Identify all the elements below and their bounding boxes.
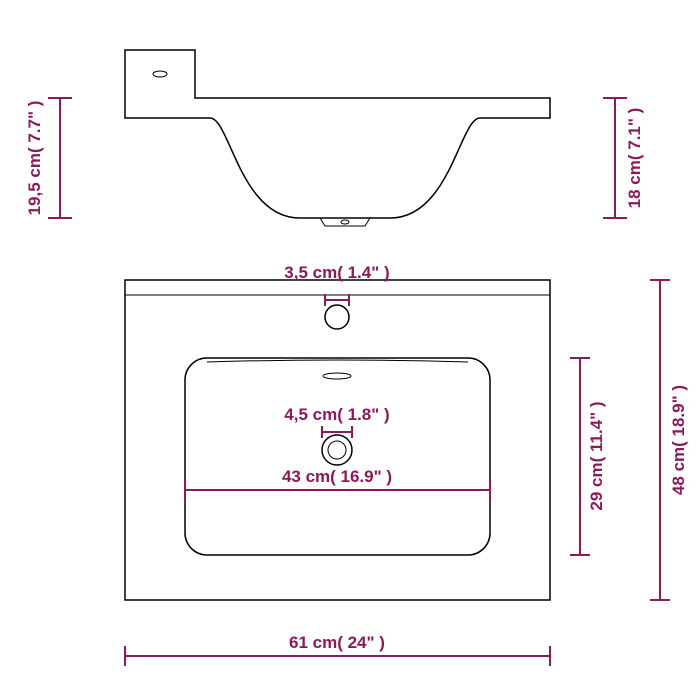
basin-rect (185, 358, 490, 555)
dim-basin-depth-label: 29 cm( 11.4" ) (587, 401, 606, 510)
side-profile-outline (125, 50, 550, 218)
dim-basin-width: 43 cm( 16.9" ) (185, 467, 490, 500)
dim-overall-width: 61 cm( 24" ) (125, 633, 550, 666)
dim-drain-hole-label: 4,5 cm( 1.8" ) (284, 405, 389, 424)
dim-overall-depth: 48 cm( 18.9" ) (650, 280, 688, 600)
top-outer-rect (125, 280, 550, 600)
dim-right-height: 18 cm( 7.1" ) (603, 98, 644, 218)
dim-drain-hole: 4,5 cm( 1.8" ) (284, 405, 389, 438)
dim-overall-depth-label: 48 cm( 18.9" ) (669, 385, 688, 495)
faucet-hole (325, 305, 349, 329)
dim-basin-width-label: 43 cm( 16.9" ) (282, 467, 392, 486)
dimension-diagram: 19,5 cm( 7.7" ) 18 cm( 7.1" ) (0, 0, 700, 700)
side-faucet-hole (153, 71, 167, 77)
basin-inner-top (207, 360, 468, 362)
dim-left-height: 19,5 cm( 7.7" ) (25, 98, 72, 218)
dim-right-height-label: 18 cm( 7.1" ) (625, 108, 644, 209)
drain-hole (322, 435, 352, 465)
dim-left-height-label: 19,5 cm( 7.7" ) (25, 101, 44, 216)
top-view: 3,5 cm( 1.4" ) 4,5 cm( 1.8" ) 43 cm( 16.… (125, 263, 688, 666)
dim-faucet-hole-label: 3,5 cm( 1.4" ) (284, 263, 389, 282)
dim-basin-depth: 29 cm( 11.4" ) (570, 358, 606, 555)
overflow-slot (323, 373, 351, 379)
dim-overall-width-label: 61 cm( 24" ) (289, 633, 385, 652)
dim-faucet-hole: 3,5 cm( 1.4" ) (284, 263, 389, 306)
side-view: 19,5 cm( 7.7" ) 18 cm( 7.1" ) (25, 50, 644, 226)
side-drain-bump (320, 218, 370, 226)
